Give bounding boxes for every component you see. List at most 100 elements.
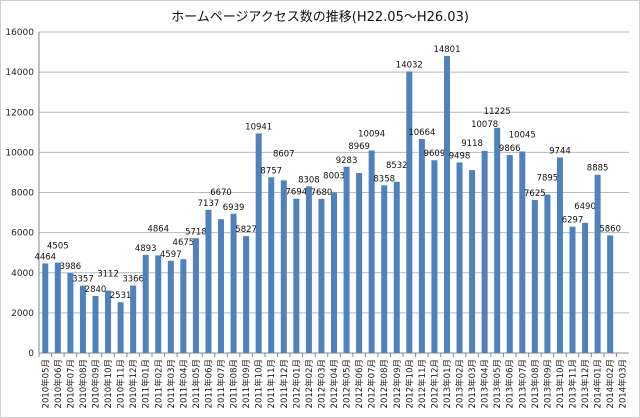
data-label: 7680 [311, 188, 333, 198]
data-label: 5860 [599, 224, 621, 234]
bar [594, 174, 601, 353]
bar [117, 302, 124, 353]
bar [67, 273, 74, 353]
x-tick-label: 2012年05月 [342, 359, 353, 408]
x-tick-label: 2010年10月 [103, 359, 114, 408]
data-label: 4893 [135, 244, 157, 254]
data-label: 2840 [85, 285, 107, 295]
bar [443, 56, 450, 354]
bar [54, 262, 61, 353]
bar [318, 198, 325, 353]
bar [393, 181, 400, 353]
data-label: 11225 [484, 107, 511, 117]
data-label: 4675 [173, 238, 195, 248]
data-label: 7694 [286, 188, 308, 198]
bar [469, 170, 476, 353]
x-tick-label: 2012年06月 [354, 359, 365, 408]
x-tick-label: 2012年08月 [379, 359, 390, 408]
data-label: 3366 [122, 274, 144, 284]
x-tick-label: 2013年11月 [568, 359, 579, 408]
x-tick-label: 2011年10月 [254, 359, 265, 408]
bar [268, 177, 275, 353]
x-tick-label: 2010年11月 [116, 359, 127, 408]
x-tick-label: 2012年12月 [429, 359, 440, 408]
y-tick-label: 0 [28, 349, 34, 359]
bar [343, 166, 350, 353]
data-label: 9609 [424, 149, 446, 159]
data-label: 9283 [336, 156, 358, 166]
bar [243, 236, 250, 353]
x-tick-label: 2013年06月 [505, 359, 516, 408]
data-label: 8757 [260, 166, 282, 176]
data-label: 6297 [562, 216, 584, 226]
data-label: 5827 [235, 225, 257, 235]
data-label: 2531 [110, 291, 132, 301]
bar [481, 150, 488, 353]
data-label: 8607 [273, 149, 295, 159]
x-tick-label: 2014年02月 [605, 359, 616, 408]
x-tick-label: 2011年02月 [153, 359, 164, 408]
x-tick-label: 2011年01月 [141, 359, 152, 408]
data-label: 9118 [461, 139, 483, 149]
bar [506, 155, 513, 353]
x-tick-label: 2010年07月 [65, 359, 76, 408]
data-label: 3112 [97, 270, 119, 280]
x-tick-label: 2011年12月 [279, 359, 290, 408]
x-tick-label: 2010年08月 [78, 359, 89, 408]
data-label: 5718 [185, 227, 207, 237]
bar [293, 198, 300, 353]
data-label: 10941 [245, 122, 272, 132]
x-tick-label: 2012年10月 [404, 359, 415, 408]
bar [556, 157, 563, 353]
data-label: 6939 [223, 203, 245, 213]
bar [569, 226, 576, 353]
bar [494, 127, 501, 354]
data-label: 14801 [433, 45, 460, 55]
data-label: 10094 [358, 129, 385, 139]
bar [79, 285, 86, 353]
data-label: 3986 [60, 262, 82, 272]
x-tick-label: 2014年03月 [618, 359, 629, 408]
data-label: 8003 [323, 171, 345, 181]
bar [92, 296, 99, 353]
bar [167, 260, 174, 353]
x-tick-label: 2012年02月 [304, 359, 315, 408]
bar [456, 162, 463, 353]
data-label: 6670 [210, 188, 232, 198]
x-tick-label: 2012年11月 [417, 359, 428, 408]
y-tick-label: 16000 [5, 28, 34, 38]
bar [406, 71, 413, 353]
x-tick-label: 2013年03月 [467, 359, 478, 408]
bar [130, 285, 137, 353]
x-tick-label: 2013年01月 [442, 359, 453, 408]
x-tick-label: 2013年09月 [542, 359, 553, 408]
x-tick-label: 2012年01月 [291, 359, 302, 408]
data-label: 7625 [524, 189, 546, 199]
bar [381, 185, 388, 353]
x-tick-label: 2010年12月 [128, 359, 139, 408]
x-tick-label: 2010年06月 [53, 359, 64, 408]
data-label: 10045 [509, 130, 536, 140]
bar [192, 238, 199, 353]
y-tick-label: 6000 [11, 229, 34, 239]
x-tick-label: 2010年05月 [40, 359, 51, 408]
x-tick-label: 2010年09月 [90, 359, 101, 408]
bar [142, 254, 149, 353]
x-tick-label: 2012年03月 [316, 359, 327, 408]
bar [255, 133, 262, 353]
bar [230, 213, 237, 353]
x-tick-label: 2014年01月 [593, 359, 604, 408]
y-tick-label: 12000 [5, 108, 34, 118]
x-tick-label: 2013年02月 [455, 359, 466, 408]
bar [218, 219, 225, 353]
data-label: 4464 [34, 252, 56, 262]
data-label: 8532 [386, 161, 408, 171]
data-label: 8885 [587, 164, 609, 174]
data-label: 9498 [449, 151, 471, 161]
bar [331, 192, 337, 353]
y-tick-label: 8000 [11, 189, 34, 199]
bar [431, 160, 438, 353]
data-label: 4597 [160, 250, 182, 260]
bar [105, 290, 112, 353]
